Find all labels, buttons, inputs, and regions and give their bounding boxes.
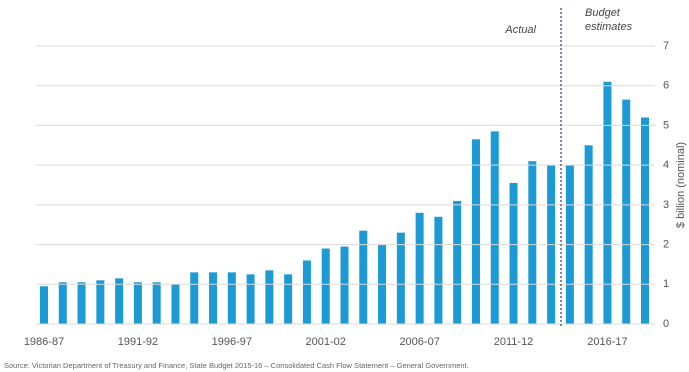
y-tick-label: 1 bbox=[663, 278, 669, 290]
bar bbox=[622, 99, 631, 324]
y-tick-label: 5 bbox=[663, 119, 669, 131]
y-tick-label: 7 bbox=[663, 40, 669, 52]
y-tick-label: 6 bbox=[663, 80, 669, 92]
bar bbox=[359, 230, 368, 324]
bar bbox=[133, 282, 142, 324]
x-tick-label: 1991-92 bbox=[118, 336, 158, 348]
y-tick-label: 2 bbox=[663, 238, 669, 250]
bar bbox=[284, 274, 293, 324]
bar bbox=[321, 248, 330, 324]
bar bbox=[641, 117, 649, 324]
bar bbox=[77, 282, 86, 324]
bar bbox=[227, 272, 236, 324]
bar bbox=[302, 260, 311, 324]
bar bbox=[190, 272, 199, 324]
source: Source: Victorian Department of Treasury… bbox=[4, 361, 469, 370]
bar bbox=[528, 161, 537, 324]
x-tick-label: 1986-87 bbox=[24, 336, 64, 348]
bar bbox=[265, 270, 274, 324]
bar bbox=[115, 278, 124, 324]
x-tick-label: 2016-17 bbox=[587, 336, 627, 348]
bar bbox=[396, 232, 405, 324]
bar bbox=[246, 274, 255, 324]
bar bbox=[58, 282, 67, 324]
bar bbox=[415, 212, 424, 324]
annotation-budget: Budget bbox=[585, 7, 621, 19]
bar bbox=[471, 139, 480, 324]
bar bbox=[96, 280, 105, 324]
bar bbox=[603, 81, 612, 324]
bar bbox=[209, 272, 218, 324]
x-tick-label: 2006-07 bbox=[399, 336, 439, 348]
bar bbox=[152, 282, 161, 324]
y-tick-label: 3 bbox=[663, 199, 669, 211]
bar bbox=[40, 286, 48, 324]
bar bbox=[171, 284, 180, 324]
bar bbox=[434, 216, 443, 324]
x-tick-label: 1996-97 bbox=[212, 336, 252, 348]
annotation-budget: estimates bbox=[585, 21, 633, 33]
x-tick-label: 2001-02 bbox=[306, 336, 346, 348]
y-axis-title: $ billion (nominal) bbox=[675, 142, 687, 228]
bar bbox=[453, 200, 462, 324]
bar bbox=[509, 183, 518, 324]
y-tick-label: 0 bbox=[663, 318, 669, 330]
x-tick-label: 2011-12 bbox=[494, 336, 534, 348]
bar bbox=[490, 131, 499, 324]
y-tick-label: 4 bbox=[663, 159, 669, 171]
bar bbox=[584, 145, 593, 324]
annotation-actual: Actual bbox=[504, 24, 536, 36]
bar bbox=[340, 246, 349, 324]
